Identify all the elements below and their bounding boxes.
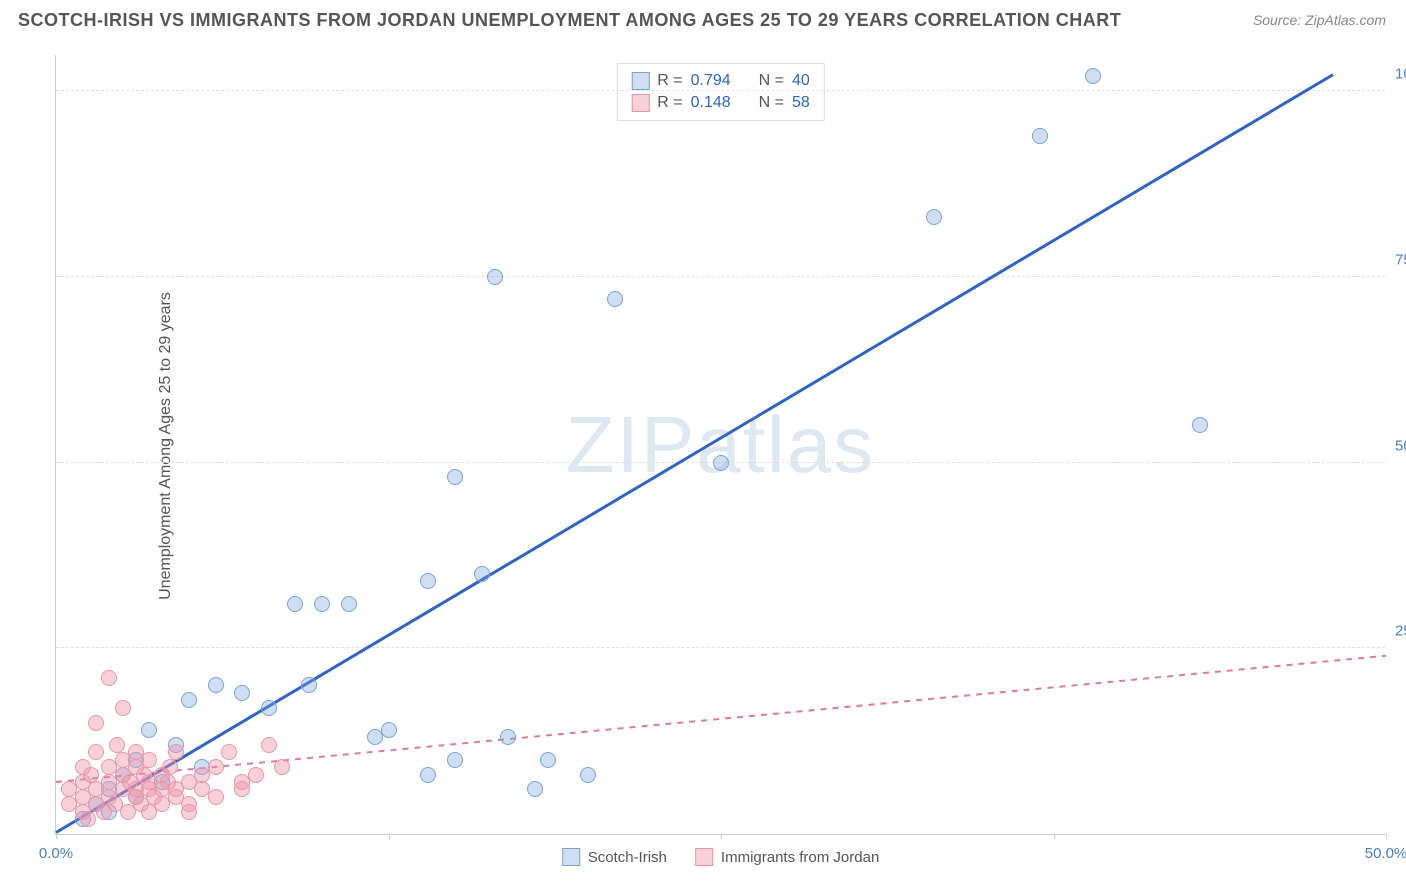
source-label: Source: ZipAtlas.com xyxy=(1253,12,1386,28)
data-point-scotch_irish xyxy=(208,677,224,693)
legend-item-jordan: Immigrants from Jordan xyxy=(695,848,879,866)
data-point-scotch_irish xyxy=(500,729,516,745)
data-point-jordan xyxy=(80,811,96,827)
correlation-legend: R = 0.794 N = 40 R = 0.148 N = 58 xyxy=(616,63,824,121)
legend-row-jordan: R = 0.148 N = 58 xyxy=(631,92,809,114)
data-point-jordan xyxy=(88,744,104,760)
y-tick-label: 25.0% xyxy=(1395,623,1406,640)
data-point-jordan xyxy=(83,767,99,783)
watermark-zip: ZIP xyxy=(566,400,696,489)
r-value: 0.148 xyxy=(691,94,751,112)
data-point-scotch_irish xyxy=(580,767,596,783)
gridline xyxy=(56,276,1385,277)
data-point-jordan xyxy=(109,737,125,753)
data-point-scotch_irish xyxy=(1032,128,1048,144)
data-point-scotch_irish xyxy=(381,722,397,738)
swatch-icon xyxy=(695,848,713,866)
data-point-jordan xyxy=(248,767,264,783)
data-point-jordan xyxy=(168,744,184,760)
scatter-plot-area: ZIPatlas R = 0.794 N = 40 R = 0.148 N = … xyxy=(55,55,1385,835)
r-value: 0.794 xyxy=(691,72,751,90)
series-legend: Scotch-Irish Immigrants from Jordan xyxy=(562,848,880,866)
chart-title: SCOTCH-IRISH VS IMMIGRANTS FROM JORDAN U… xyxy=(18,10,1121,31)
data-point-scotch_irish xyxy=(181,692,197,708)
x-tick-label: 0.0% xyxy=(39,845,73,862)
data-point-scotch_irish xyxy=(487,269,503,285)
data-point-scotch_irish xyxy=(1192,417,1208,433)
n-prefix: N = xyxy=(759,94,784,112)
x-tick-mark xyxy=(56,834,57,839)
data-point-jordan xyxy=(234,781,250,797)
data-point-jordan xyxy=(261,737,277,753)
data-point-scotch_irish xyxy=(141,722,157,738)
watermark: ZIPatlas xyxy=(566,399,875,491)
x-tick-mark xyxy=(1054,834,1055,839)
swatch-icon xyxy=(562,848,580,866)
data-point-jordan xyxy=(88,715,104,731)
legend-row-scotch-irish: R = 0.794 N = 40 xyxy=(631,70,809,92)
data-point-scotch_irish xyxy=(713,455,729,471)
data-point-scotch_irish xyxy=(474,566,490,582)
data-point-scotch_irish xyxy=(607,291,623,307)
y-tick-label: 100.0% xyxy=(1395,66,1406,83)
data-point-jordan xyxy=(274,759,290,775)
swatch-icon xyxy=(631,94,649,112)
data-point-scotch_irish xyxy=(301,677,317,693)
data-point-jordan xyxy=(181,804,197,820)
n-value: 40 xyxy=(792,72,810,90)
x-tick-mark xyxy=(389,834,390,839)
data-point-scotch_irish xyxy=(420,767,436,783)
data-point-jordan xyxy=(141,752,157,768)
y-tick-label: 75.0% xyxy=(1395,251,1406,268)
data-point-scotch_irish xyxy=(527,781,543,797)
n-value: 58 xyxy=(792,94,810,112)
gridline xyxy=(56,90,1385,91)
data-point-scotch_irish xyxy=(314,596,330,612)
legend-label: Scotch-Irish xyxy=(588,849,667,866)
data-point-scotch_irish xyxy=(261,700,277,716)
data-point-scotch_irish xyxy=(341,596,357,612)
data-point-scotch_irish xyxy=(447,752,463,768)
data-point-scotch_irish xyxy=(926,209,942,225)
y-tick-label: 50.0% xyxy=(1395,437,1406,454)
data-point-jordan xyxy=(101,670,117,686)
data-point-jordan xyxy=(208,759,224,775)
data-point-jordan xyxy=(162,759,178,775)
legend-item-scotch-irish: Scotch-Irish xyxy=(562,848,667,866)
x-tick-label: 50.0% xyxy=(1365,845,1406,862)
data-point-jordan xyxy=(208,789,224,805)
data-point-jordan xyxy=(115,700,131,716)
data-point-scotch_irish xyxy=(540,752,556,768)
gridline xyxy=(56,647,1385,648)
data-point-scotch_irish xyxy=(420,573,436,589)
r-prefix: R = xyxy=(657,94,682,112)
data-point-jordan xyxy=(221,744,237,760)
data-point-scotch_irish xyxy=(287,596,303,612)
trend-line-jordan xyxy=(56,654,1386,782)
legend-label: Immigrants from Jordan xyxy=(721,849,879,866)
swatch-icon xyxy=(631,72,649,90)
x-tick-mark xyxy=(721,834,722,839)
data-point-scotch_irish xyxy=(1085,68,1101,84)
data-point-scotch_irish xyxy=(234,685,250,701)
x-tick-mark xyxy=(1386,834,1387,839)
r-prefix: R = xyxy=(657,72,682,90)
watermark-atlas: atlas xyxy=(696,400,875,489)
n-prefix: N = xyxy=(759,72,784,90)
data-point-scotch_irish xyxy=(447,469,463,485)
